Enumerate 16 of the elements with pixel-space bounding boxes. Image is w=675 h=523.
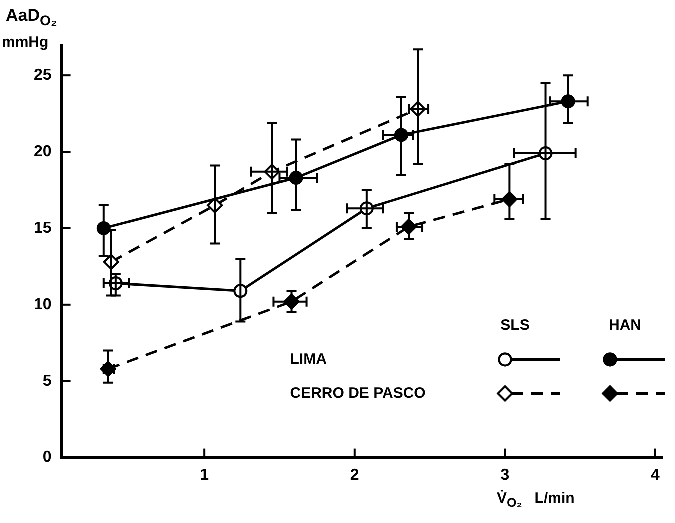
- y-tick-label: 10: [34, 296, 52, 314]
- annotation: SLS: [500, 316, 530, 334]
- annotation: CERRO DE PASCO: [290, 384, 426, 402]
- x-tick-label: 2: [350, 466, 360, 484]
- y-tick-label: 15: [34, 220, 52, 237]
- y-tick-label: 0: [42, 449, 52, 466]
- y-axis-title: AaD$_{O₂}$ mmHg: [2, 6, 58, 51]
- y-tick-label: 5: [42, 372, 52, 390]
- annotation: LIMA: [290, 350, 328, 368]
- y-tick-label: 25: [34, 66, 52, 84]
- annotation: HAN: [609, 316, 642, 334]
- y-tick-label: 20: [34, 143, 52, 160]
- x-tick-label: 3: [500, 466, 510, 484]
- x-tick-label: 4: [651, 466, 660, 484]
- x-axis-title: V̇$_{O₂}$ L/min: [497, 490, 575, 510]
- x-tick-label: 1: [200, 466, 210, 484]
